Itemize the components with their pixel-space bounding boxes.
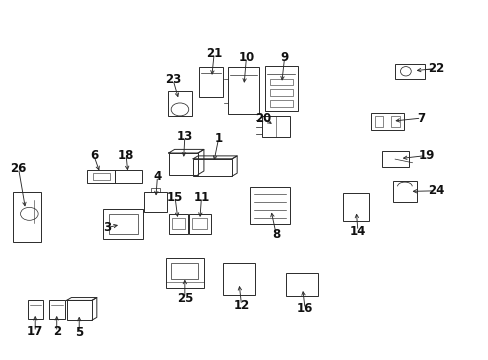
- Text: 9: 9: [280, 51, 288, 64]
- Text: 21: 21: [205, 47, 222, 60]
- Text: 15: 15: [166, 191, 183, 204]
- Text: 16: 16: [296, 302, 313, 315]
- Bar: [165, 258, 203, 288]
- Bar: [188, 214, 210, 234]
- Text: 17: 17: [27, 325, 43, 338]
- Text: 25: 25: [176, 292, 193, 305]
- Bar: [227, 67, 259, 114]
- Bar: [168, 153, 198, 175]
- Bar: [264, 66, 297, 111]
- Bar: [342, 193, 369, 221]
- Bar: [262, 116, 290, 137]
- Bar: [172, 219, 184, 229]
- Text: 12: 12: [233, 299, 249, 312]
- Bar: [269, 89, 292, 96]
- Text: 26: 26: [10, 162, 27, 175]
- Text: 11: 11: [193, 191, 209, 204]
- Text: 18: 18: [118, 149, 134, 162]
- Bar: [171, 263, 198, 279]
- Text: 22: 22: [427, 62, 444, 75]
- Text: 23: 23: [164, 73, 181, 86]
- Text: 20: 20: [254, 112, 271, 125]
- Text: 6: 6: [90, 149, 98, 162]
- Bar: [103, 209, 143, 239]
- Text: 13: 13: [176, 130, 193, 143]
- Bar: [391, 117, 399, 127]
- Text: 24: 24: [427, 184, 444, 197]
- Bar: [28, 300, 42, 319]
- Bar: [223, 263, 254, 295]
- Bar: [66, 300, 92, 320]
- Text: 10: 10: [238, 51, 254, 64]
- Bar: [144, 192, 166, 212]
- Bar: [199, 67, 223, 97]
- Bar: [249, 187, 289, 224]
- Text: 5: 5: [75, 327, 83, 339]
- Bar: [87, 170, 115, 183]
- Text: 2: 2: [53, 325, 61, 338]
- Text: 3: 3: [103, 221, 111, 234]
- Bar: [49, 300, 64, 319]
- Bar: [269, 79, 292, 85]
- Bar: [114, 170, 142, 183]
- Bar: [168, 91, 191, 116]
- Text: 7: 7: [417, 112, 425, 125]
- Bar: [13, 192, 41, 242]
- Bar: [192, 219, 206, 229]
- Text: 8: 8: [272, 228, 280, 241]
- Bar: [286, 273, 318, 296]
- Text: 4: 4: [153, 170, 161, 183]
- Bar: [269, 100, 292, 107]
- Bar: [381, 151, 408, 167]
- Bar: [193, 159, 232, 176]
- Bar: [168, 214, 188, 234]
- Bar: [394, 64, 424, 79]
- Text: 14: 14: [349, 225, 366, 238]
- Bar: [374, 117, 383, 127]
- Bar: [151, 188, 160, 192]
- Bar: [392, 181, 416, 202]
- Bar: [370, 113, 403, 130]
- Text: 1: 1: [214, 132, 222, 145]
- Text: 19: 19: [417, 149, 434, 162]
- Bar: [93, 173, 109, 180]
- Bar: [108, 214, 138, 234]
